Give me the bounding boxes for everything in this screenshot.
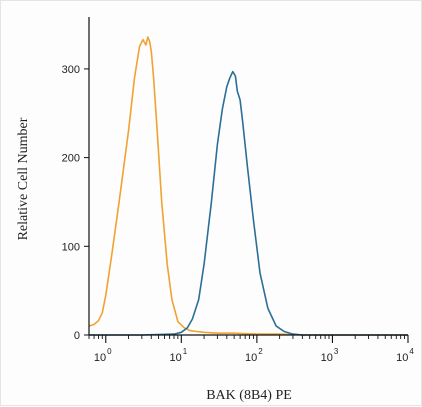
x-tick-label: 104: [396, 347, 414, 364]
x-tick-label: 103: [321, 347, 339, 364]
y-tick-label: 0: [74, 330, 80, 342]
y-tick-label: 100: [62, 241, 80, 253]
x-tick-label: 101: [169, 347, 187, 364]
x-tick-label: 100: [94, 347, 112, 364]
y-tick-label: 300: [62, 64, 80, 76]
x-tick-label: 102: [245, 347, 263, 364]
y-tick-label: 200: [62, 153, 80, 165]
y-axis-title: Relative Cell Number: [16, 117, 31, 240]
x-ticks: 100 101 102 103 104: [88, 335, 414, 364]
y-ticks: 0 100 200 300: [62, 64, 89, 342]
series-line-2: [89, 70, 408, 336]
axes-layer: 0 100 200 300 100 101 102 103 104: [62, 17, 414, 364]
series-line-1: [88, 36, 408, 336]
x-axis-title: BAK (8B4) PE: [206, 388, 292, 403]
series-layer: [88, 36, 408, 336]
